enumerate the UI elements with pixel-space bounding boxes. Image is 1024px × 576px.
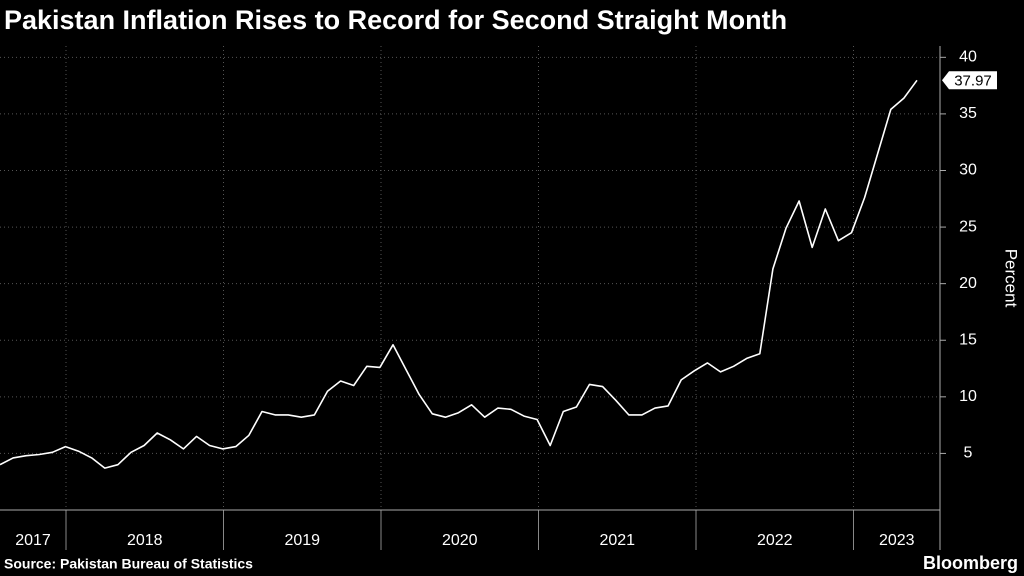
- y-tick-label: 40: [959, 49, 977, 66]
- y-tick-label: 35: [959, 105, 977, 122]
- data-line: [0, 79, 918, 469]
- chart-title: Pakistan Inflation Rises to Record for S…: [4, 5, 787, 35]
- brand: Bloomberg: [923, 553, 1018, 573]
- y-tick-label: 5: [964, 445, 973, 462]
- x-tick-label: 2022: [757, 532, 793, 549]
- x-tick-label: 2019: [284, 532, 320, 549]
- y-tick-label: 25: [959, 218, 977, 235]
- x-tick-label: 2017: [15, 532, 51, 549]
- y-tick-label: 10: [959, 388, 977, 405]
- last-value-flag: [942, 71, 997, 90]
- y-tick-label: 30: [959, 162, 977, 179]
- last-value-label: 37.97: [954, 72, 992, 89]
- x-tick-label: 2023: [879, 532, 915, 549]
- source: Source: Pakistan Bureau of Statistics: [4, 556, 253, 572]
- x-tick-label: 2020: [442, 532, 478, 549]
- y-axis-label: Percent: [1002, 249, 1021, 308]
- x-tick-label: 2018: [127, 532, 163, 549]
- y-tick-label: 20: [959, 275, 977, 292]
- y-tick-label: 15: [959, 331, 977, 348]
- x-tick-label: 2021: [599, 532, 635, 549]
